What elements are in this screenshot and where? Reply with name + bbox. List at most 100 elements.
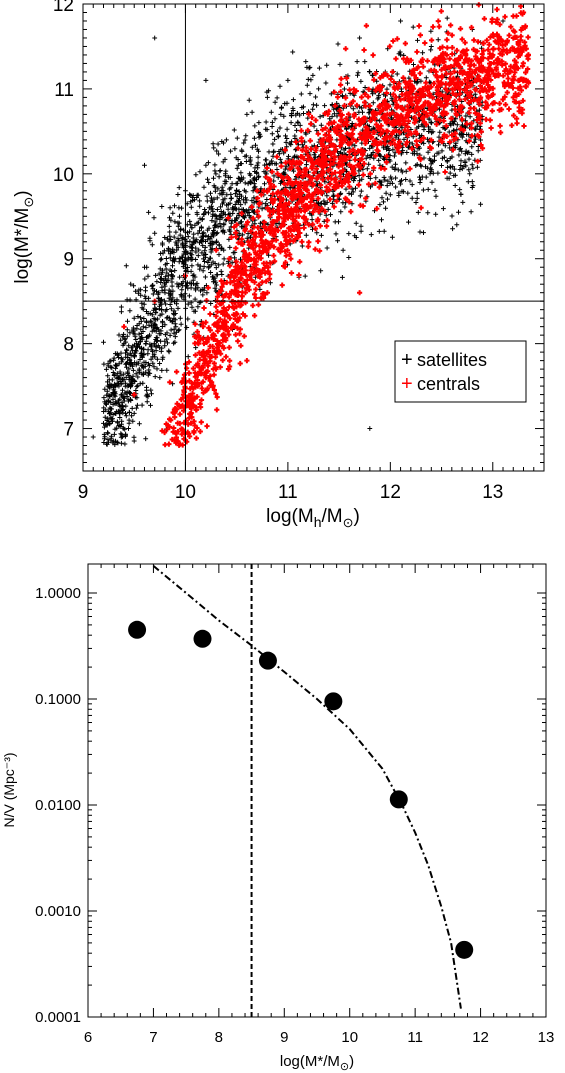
satellite-marker (377, 179, 383, 185)
satellite-marker (343, 186, 349, 192)
central-marker (343, 46, 349, 52)
satellite-marker (403, 160, 409, 166)
central-marker (223, 354, 229, 360)
satellite-marker (179, 287, 185, 293)
satellite-marker (301, 104, 306, 110)
data-point (324, 692, 343, 711)
satellite-marker (385, 178, 391, 184)
satellite-marker (135, 374, 141, 380)
satellite-marker (136, 321, 142, 327)
satellite-marker (216, 151, 221, 157)
satellite-marker (168, 237, 174, 242)
central-marker (481, 16, 487, 22)
satellite-marker (417, 229, 423, 235)
satellite-marker (213, 171, 219, 177)
satellite-marker (346, 231, 352, 236)
central-marker (438, 8, 444, 14)
satellite-marker (410, 134, 416, 140)
satellite-marker (194, 281, 200, 286)
satellite-marker (448, 122, 454, 128)
satellite-marker (139, 362, 145, 368)
central-marker (444, 45, 450, 51)
satellite-marker (122, 441, 128, 447)
satellite-marker (414, 191, 420, 196)
satellite-marker (152, 35, 158, 41)
satellite-marker (195, 230, 201, 236)
satellite-marker (216, 174, 222, 180)
satellite-marker (239, 149, 245, 154)
satellite-marker (220, 211, 226, 217)
satellite-marker (163, 262, 168, 268)
satellite-marker (105, 373, 111, 379)
satellite-marker (176, 185, 182, 190)
satellite-marker (143, 296, 149, 301)
satellite-marker (153, 344, 159, 350)
satellite-marker (211, 175, 216, 181)
satellite-marker (469, 185, 475, 190)
satellite-marker (151, 341, 157, 346)
satellite-marker (373, 175, 379, 181)
satellite-marker (120, 376, 125, 382)
satellite-marker (148, 387, 154, 393)
satellite-marker (358, 188, 364, 194)
satellite-marker (451, 173, 457, 178)
satellite-marker (207, 255, 213, 261)
satellite-marker (119, 355, 124, 361)
satellite-marker (414, 80, 420, 86)
satellite-marker (107, 420, 113, 426)
satellite-marker (165, 236, 170, 242)
satellite-marker (457, 187, 463, 192)
satellite-marker (415, 38, 420, 43)
central-marker (255, 302, 262, 308)
satellite-marker (172, 219, 178, 225)
satellite-marker (318, 268, 324, 274)
satellite-marker (236, 175, 241, 181)
satellite-marker (138, 315, 143, 321)
satellite-marker (111, 438, 117, 444)
satellite-marker (190, 193, 196, 198)
satellite-marker (426, 129, 431, 134)
satellite-marker (225, 259, 231, 264)
satellite-marker (334, 106, 340, 112)
satellite-marker (135, 383, 141, 389)
satellite-marker (123, 413, 129, 419)
satellite-marker (167, 255, 173, 261)
central-marker (204, 423, 210, 429)
satellite-marker (359, 176, 365, 182)
satellite-marker (204, 198, 210, 204)
satellite-marker (453, 143, 458, 149)
satellite-marker (111, 373, 117, 378)
satellite-marker (425, 210, 431, 216)
satellite-marker (148, 356, 154, 362)
central-marker (271, 253, 277, 259)
satellite-marker (390, 147, 396, 153)
satellite-marker (447, 170, 453, 176)
satellite-marker (133, 337, 139, 342)
satellite-marker (231, 127, 237, 133)
satellite-marker (206, 180, 212, 185)
satellite-marker (120, 434, 125, 440)
central-marker (422, 40, 428, 46)
satellite-marker (370, 91, 375, 97)
y-tick-label: 0.1000 (35, 691, 81, 708)
satellite-marker (475, 164, 480, 170)
satellite-marker (142, 276, 148, 282)
satellite-marker (353, 220, 359, 226)
satellite-marker (249, 198, 255, 203)
satellite-marker (162, 235, 168, 240)
satellite-marker (379, 195, 385, 201)
satellite-marker (130, 330, 136, 336)
satellite-marker (149, 342, 154, 348)
satellite-marker (179, 294, 185, 300)
satellite-marker (210, 209, 216, 214)
satellite-marker (340, 93, 345, 98)
satellite-marker (407, 178, 413, 184)
satellite-marker (393, 175, 398, 181)
satellite-marker (141, 371, 146, 377)
central-marker (449, 51, 455, 57)
satellite-marker (159, 284, 165, 290)
satellite-marker (325, 207, 331, 212)
satellite-marker (205, 176, 210, 182)
satellite-marker (263, 157, 269, 163)
x-tick-label: 9 (280, 1029, 288, 1046)
